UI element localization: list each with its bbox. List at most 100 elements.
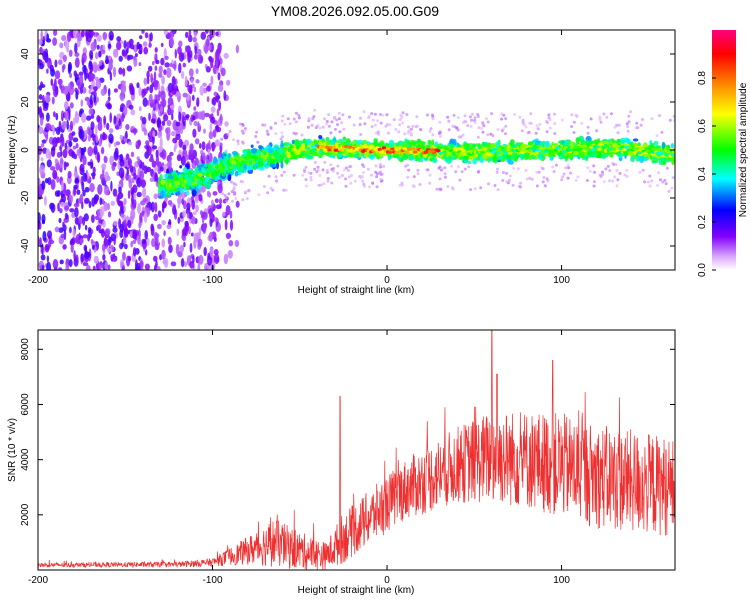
noise-blob: [55, 112, 59, 121]
noise-blob: [201, 141, 206, 151]
noise-blob: [223, 90, 227, 101]
noise-blob: [39, 164, 45, 175]
band-blob: [179, 187, 184, 193]
halo-blob: [280, 119, 284, 123]
noise-blob: [192, 255, 195, 264]
band-blob: [579, 151, 585, 159]
noise-blob: [210, 116, 216, 124]
noise-blob: [178, 111, 182, 122]
band-core: [561, 149, 567, 153]
noise-blob: [41, 213, 46, 224]
noise-blob: [52, 169, 58, 180]
noise-blob: [175, 243, 180, 255]
band-blob: [431, 139, 435, 146]
halo-blob: [288, 122, 292, 126]
noise-blob: [127, 219, 132, 228]
noise-blob: [68, 259, 73, 268]
noise-blob: [185, 45, 188, 53]
halo-blob: [435, 187, 439, 191]
noise-blob: [174, 48, 177, 59]
band-core: [348, 145, 353, 149]
noise-blob: [53, 88, 59, 98]
noise-blob: [188, 149, 194, 160]
noise-blob: [87, 135, 91, 142]
noise-blob: [116, 194, 120, 205]
halo-blob: [661, 180, 665, 184]
band-blob: [651, 153, 657, 157]
noise-blob: [79, 74, 84, 86]
halo-blob: [552, 170, 556, 173]
halo-blob: [374, 170, 378, 174]
band-blob: [472, 143, 476, 148]
y-tick-label: 4000: [20, 448, 31, 471]
noise-blob: [141, 116, 147, 125]
halo-blob: [555, 163, 558, 167]
halo-blob: [340, 174, 344, 177]
halo-blob: [226, 132, 230, 136]
noise-blob: [92, 166, 96, 174]
noise-blob: [175, 133, 181, 140]
halo-blob: [327, 124, 331, 128]
noise-blob: [78, 215, 83, 225]
halo-blob: [564, 166, 568, 170]
halo-blob: [447, 128, 451, 132]
noise-blob: [183, 261, 188, 267]
halo-blob: [236, 142, 240, 146]
halo-blob: [529, 121, 533, 125]
noise-blob: [184, 220, 189, 227]
band-core: [666, 150, 671, 154]
band-blob: [357, 139, 363, 146]
noise-blob: [157, 210, 162, 218]
noise-blob: [199, 85, 204, 96]
band-blob: [451, 155, 455, 161]
halo-blob: [521, 121, 525, 125]
band-blob: [481, 141, 486, 147]
noise-blob: [75, 91, 79, 100]
noise-blob: [143, 165, 148, 175]
halo-blob: [586, 166, 590, 170]
noise-blob: [102, 32, 107, 41]
band-blob: [444, 155, 448, 161]
noise-blob: [128, 104, 134, 110]
halo-blob: [468, 115, 472, 119]
halo-blob: [322, 182, 326, 186]
noise-blob: [161, 204, 165, 213]
noise-blob: [53, 30, 58, 36]
halo-blob: [236, 139, 240, 143]
noise-blob: [161, 162, 165, 167]
noise-blob: [193, 120, 198, 127]
halo-blob: [443, 172, 447, 176]
noise-blob: [191, 199, 196, 210]
band-blob: [229, 156, 233, 164]
noise-blob: [104, 261, 109, 270]
band-blob: [198, 167, 202, 172]
halo-blob: [342, 127, 346, 131]
halo-blob: [310, 123, 314, 127]
noise-blob: [65, 189, 71, 197]
noise-blob: [146, 70, 150, 79]
noise-blob: [171, 131, 176, 137]
halo-blob: [379, 113, 383, 116]
noise-blob: [97, 121, 103, 131]
halo-blob: [538, 122, 542, 126]
halo-blob: [643, 180, 647, 184]
halo-blob: [626, 129, 630, 133]
halo-blob: [589, 117, 593, 121]
noise-blob: [75, 142, 79, 149]
halo-blob: [658, 114, 661, 118]
band-core: [394, 151, 399, 155]
noise-blob: [138, 62, 142, 67]
noise-blob: [152, 61, 155, 66]
noise-blob: [69, 102, 74, 109]
noise-blob: [176, 154, 182, 162]
noise-blob: [167, 82, 174, 93]
noise-blob: [95, 124, 98, 136]
colorbar-tick-label: 0.0: [697, 263, 708, 277]
halo-blob: [338, 130, 342, 134]
noise-blob: [40, 81, 44, 89]
noise-blob: [96, 34, 102, 42]
halo-blob: [400, 181, 404, 185]
noise-blob: [153, 71, 157, 82]
noise-blob: [112, 227, 118, 233]
band-core: [413, 150, 418, 154]
